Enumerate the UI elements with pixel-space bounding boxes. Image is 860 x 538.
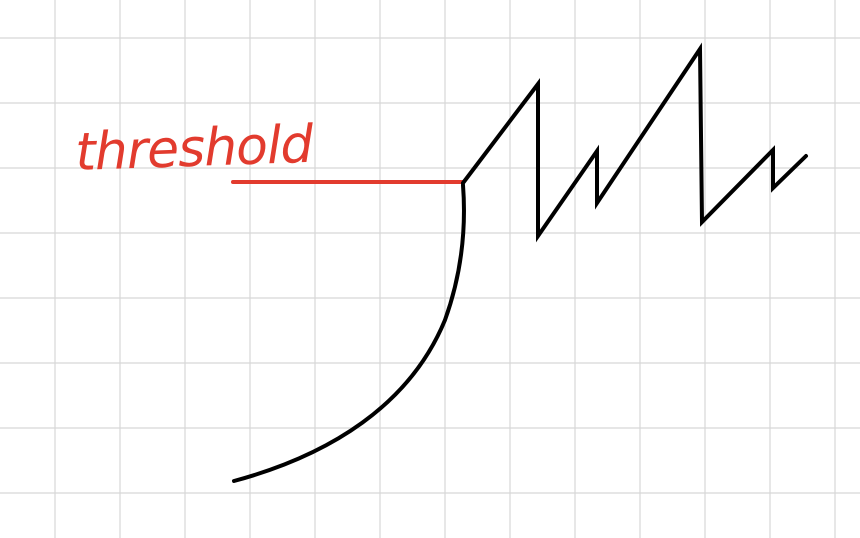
sawtooth-signal [461, 42, 808, 243]
rising-curve [232, 183, 466, 483]
threshold-label: threshold [74, 115, 315, 183]
